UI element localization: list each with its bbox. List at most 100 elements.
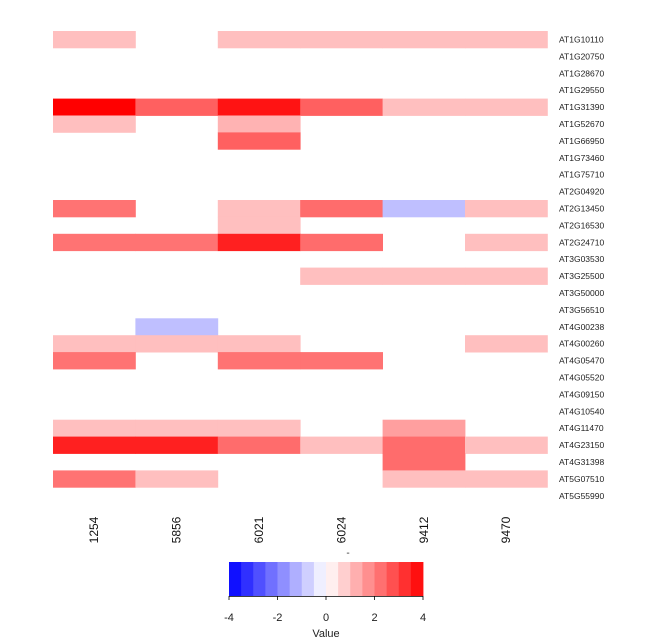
row-label: AT2G24710	[559, 237, 604, 247]
row-label: AT4G11470	[559, 423, 604, 433]
heatmap-cell	[300, 233, 383, 252]
heatmap-cells	[53, 31, 548, 488]
row-label: AT3G50000	[559, 288, 604, 298]
row-label: AT1G20750	[559, 51, 604, 61]
heatmap-cell	[135, 98, 219, 116]
heatmap-cell	[53, 470, 136, 488]
row-label: AT4G05520	[559, 372, 604, 382]
row-label: AT1G66950	[559, 136, 604, 146]
heatmap-cell	[300, 31, 383, 49]
row-label: AT3G56510	[559, 305, 604, 315]
heatmap-cell	[217, 31, 301, 49]
heatmap-cell	[382, 98, 466, 116]
heatmap-cell	[382, 419, 466, 437]
legend-tick-label: -4	[224, 612, 234, 624]
heatmap-cell	[53, 419, 136, 437]
row-label: AT4G05470	[559, 356, 604, 366]
heatmap-cell	[217, 436, 301, 454]
legend-swatch	[289, 562, 303, 596]
legend-swatch	[326, 562, 339, 596]
heatmap-cell	[465, 335, 548, 353]
heatmap-cell	[53, 115, 136, 133]
column-label: 1254	[87, 516, 101, 543]
heatmap-cell	[217, 335, 301, 353]
row-label: AT5G07510	[559, 474, 604, 484]
heatmap-cell	[465, 98, 548, 116]
row-label: AT1G28670	[559, 68, 604, 78]
legend-swatch	[338, 562, 351, 596]
column-label: 5856	[170, 516, 184, 543]
row-label: AT2G04920	[559, 187, 604, 197]
heatmap-cell	[465, 470, 548, 488]
heatmap-cell	[465, 200, 548, 218]
row-label: AT5G55990	[559, 491, 604, 501]
heatmap-cell	[135, 470, 219, 488]
heatmap-cell	[465, 436, 548, 454]
legend-swatch	[313, 562, 327, 596]
legend-swatch	[241, 562, 254, 596]
heatmap-cell	[217, 115, 301, 133]
heatmap-cell	[465, 267, 548, 285]
legend-swatch	[301, 562, 315, 596]
heatmap-cell	[53, 200, 136, 218]
heatmap-cell	[53, 436, 136, 454]
column-label: 6024	[334, 516, 348, 543]
heatmap-cell	[53, 352, 136, 370]
heatmap-cell	[217, 200, 301, 218]
heatmap-cell	[135, 318, 219, 336]
row-label: AT1G10110	[559, 34, 604, 44]
heatmap-cell	[382, 200, 466, 218]
legend-swatches	[229, 562, 424, 596]
heatmap-cell	[217, 216, 301, 235]
row-label: AT4G09150	[559, 389, 604, 399]
heatmap-cell	[382, 436, 466, 454]
legend-tick-label: 4	[420, 612, 426, 624]
legend-ticks: -4 -2 0 2 4	[224, 596, 426, 624]
legend-swatch	[386, 562, 400, 596]
heatmap-cell	[217, 419, 301, 437]
color-legend: -4 -2 0 2 4 - Value	[224, 548, 426, 639]
row-label: AT1G75710	[559, 170, 604, 180]
legend-swatch	[410, 562, 424, 596]
legend-swatch	[362, 562, 375, 596]
legend-tick-label: 0	[323, 612, 329, 624]
heatmap-cell	[53, 335, 136, 353]
legend-swatch	[265, 562, 278, 596]
column-label: 6021	[252, 516, 266, 543]
heatmap-cell	[53, 31, 136, 49]
legend-swatch	[374, 562, 388, 596]
row-label: AT1G29550	[559, 85, 604, 95]
heatmap-cell	[300, 352, 383, 370]
row-label: AT1G73460	[559, 153, 604, 163]
row-label: AT2G16530	[559, 220, 604, 230]
heatmap-cell	[465, 31, 548, 49]
heatmap-cell	[217, 352, 301, 370]
heatmap-cell	[135, 419, 219, 437]
column-labels: 1254 5856 6021 6024 9412 9470	[87, 516, 513, 543]
heatmap-cell	[382, 31, 466, 49]
heatmap-cell	[382, 470, 466, 488]
row-label: AT1G52670	[559, 119, 604, 129]
heatmap-cell	[382, 453, 466, 471]
heatmap-cell	[300, 200, 383, 218]
legend-tick-label: -2	[273, 612, 283, 624]
row-label: AT4G23150	[559, 440, 604, 450]
legend-swatch	[350, 562, 363, 596]
heatmap-cell	[300, 436, 383, 454]
legend-title: Value	[312, 628, 339, 639]
row-labels: AT1G10110 AT1G20750 AT1G28670 AT1G29550 AT1G…	[559, 34, 604, 500]
column-label: 9470	[499, 516, 513, 543]
heatmap-cell	[217, 98, 301, 116]
heatmap-cell	[217, 233, 301, 252]
legend-dash: -	[346, 548, 349, 559]
legend-swatch	[277, 562, 291, 596]
row-label: AT4G00238	[559, 322, 604, 332]
row-label: AT1G31390	[559, 102, 604, 112]
heatmap-cell	[217, 132, 301, 150]
row-label: AT4G31398	[559, 457, 604, 467]
row-label: AT2G13450	[559, 203, 604, 213]
legend-swatch	[253, 562, 266, 596]
row-label: AT3G03530	[559, 254, 604, 264]
heatmap-cell	[53, 233, 136, 252]
